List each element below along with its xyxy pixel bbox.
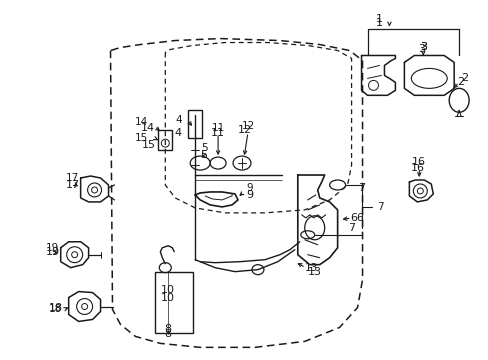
- Text: 16: 16: [411, 157, 426, 167]
- Text: 16: 16: [409, 163, 424, 173]
- Text: 1: 1: [375, 14, 382, 24]
- Text: 1: 1: [375, 18, 382, 28]
- Text: 17: 17: [66, 173, 79, 183]
- Text: 12: 12: [238, 125, 251, 135]
- Bar: [188, 110, 202, 138]
- Text: 13: 13: [305, 263, 318, 273]
- Text: 3: 3: [419, 41, 426, 51]
- Text: 19: 19: [45, 247, 60, 257]
- Text: 17: 17: [65, 180, 80, 190]
- Bar: [155, 272, 193, 333]
- Text: 18: 18: [49, 305, 62, 315]
- Text: 5: 5: [200, 150, 207, 160]
- Text: 6: 6: [349, 213, 356, 223]
- Text: 4: 4: [175, 115, 181, 125]
- Text: 18: 18: [49, 302, 62, 312]
- Text: 6: 6: [356, 213, 362, 223]
- Text: 3: 3: [417, 44, 424, 54]
- Text: 11: 11: [211, 128, 224, 138]
- Text: 4: 4: [174, 128, 182, 138]
- Text: 10: 10: [161, 284, 175, 294]
- Text: 15: 15: [141, 140, 155, 150]
- Text: 11: 11: [211, 123, 224, 133]
- Text: 19: 19: [46, 243, 59, 253]
- Text: 15: 15: [135, 133, 148, 143]
- Text: 7: 7: [377, 202, 384, 212]
- Text: 5: 5: [201, 143, 207, 153]
- Text: 12: 12: [241, 121, 254, 131]
- Bar: [158, 130, 172, 150]
- Text: 9: 9: [246, 190, 253, 200]
- Text: 13: 13: [307, 267, 321, 276]
- Text: 2: 2: [461, 73, 468, 84]
- Text: 3: 3: [419, 41, 426, 51]
- Text: 8: 8: [164, 329, 171, 339]
- Text: 14: 14: [141, 123, 155, 133]
- Text: 14: 14: [135, 117, 148, 127]
- Text: 8: 8: [164, 324, 171, 334]
- Text: 10: 10: [161, 293, 175, 302]
- Text: 7: 7: [357, 183, 365, 193]
- Text: 2: 2: [457, 77, 464, 87]
- Text: 9: 9: [246, 183, 253, 193]
- Text: 7: 7: [347, 223, 354, 233]
